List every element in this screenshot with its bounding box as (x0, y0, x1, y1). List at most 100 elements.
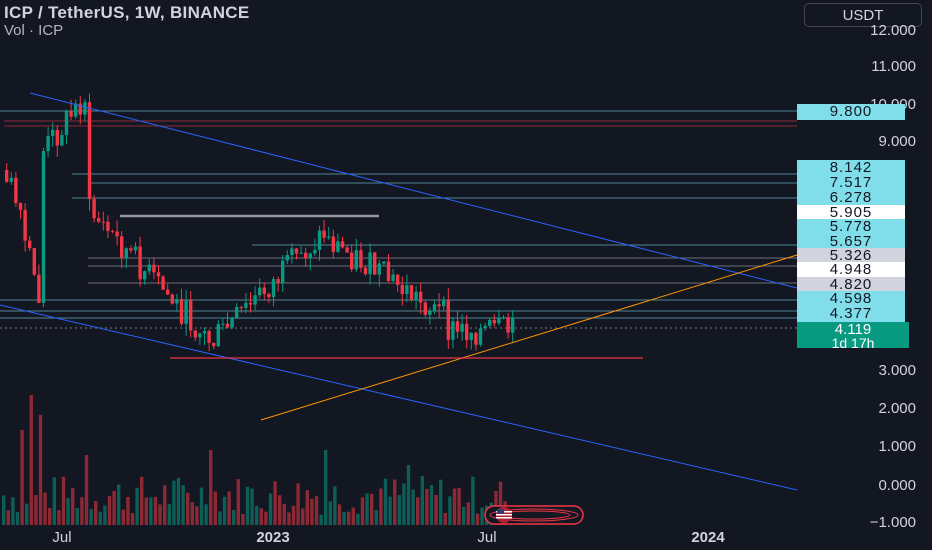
current-price-value: 4.119 (834, 321, 872, 338)
currency-button[interactable]: USDT (804, 3, 922, 27)
volume-bar (117, 484, 121, 525)
volume-bar (158, 504, 162, 525)
volume-bar (411, 489, 415, 525)
candle-body (423, 302, 427, 315)
candle-body (110, 230, 115, 232)
candle-body (18, 203, 23, 210)
candle-body (469, 332, 473, 341)
volume-bar (11, 497, 15, 525)
candle-body (419, 291, 423, 303)
candle-body (198, 333, 202, 338)
volume-bar (103, 505, 107, 525)
volume-bar (181, 485, 185, 525)
candle-body (368, 252, 372, 275)
volume-bar (25, 503, 29, 525)
candle-body (308, 253, 312, 259)
volume-bar (402, 483, 406, 525)
candle-body (115, 231, 119, 237)
volume-bar (310, 498, 314, 525)
volume-bar (34, 495, 38, 525)
volume-bar (342, 511, 346, 525)
candle-body (497, 318, 501, 324)
price-axis-label: 12.000 (870, 22, 916, 39)
volume-bar (245, 486, 250, 525)
volume-bar (29, 395, 33, 525)
candle-body (235, 306, 239, 318)
volume-bar (452, 488, 457, 525)
candle-body (492, 319, 496, 324)
volume-bar (278, 495, 282, 525)
level-tag: 7.517 (797, 175, 905, 191)
volume-bar (443, 512, 447, 525)
volume-bar (337, 504, 342, 525)
volume-bar (434, 494, 438, 525)
volume-bar (71, 488, 75, 525)
candle-body (207, 331, 211, 343)
candle-body (455, 321, 460, 332)
candle-body (506, 317, 510, 333)
candle-body (9, 177, 13, 182)
volume-bar (176, 477, 181, 525)
volume-bar (301, 508, 305, 525)
candle-body (46, 135, 50, 152)
candle-body (483, 325, 487, 329)
volume-bar (6, 510, 10, 525)
candle-body (189, 300, 193, 331)
volume-bar (112, 490, 116, 525)
time-axis-label: 2024 (691, 529, 725, 546)
volume-bar (52, 477, 56, 525)
volume-bar (43, 492, 47, 525)
volume-bar (213, 491, 217, 525)
price-axis-label: 9.000 (878, 133, 916, 150)
candle-body (511, 317, 515, 333)
volume-bar (374, 510, 378, 525)
volume-bar (48, 507, 52, 525)
volume-bar (383, 478, 388, 525)
volume-bar (393, 479, 397, 525)
chart-legend: ICP / TetherUS, 1W, BINANCE Vol · ICP (4, 3, 250, 39)
volume-indicator-label[interactable]: Vol · ICP (4, 22, 64, 39)
candle-body (377, 263, 381, 275)
volume-bar (84, 455, 89, 525)
candle-body (92, 198, 96, 219)
us-flag-icon[interactable] (484, 505, 584, 525)
candle-body (161, 276, 165, 290)
volume-bar (264, 511, 268, 525)
candle-body (340, 241, 345, 248)
support-trendline (260, 254, 798, 421)
volume-bar (190, 502, 194, 525)
candle-body (290, 248, 294, 256)
candle-body (363, 267, 368, 275)
candle-body (28, 240, 32, 249)
volume-bar (20, 430, 24, 525)
candle-body (69, 111, 73, 117)
candle-body (262, 287, 266, 294)
volume-bar (471, 476, 475, 525)
candle-body (129, 248, 133, 251)
candle-body (37, 274, 41, 303)
candle-body (396, 274, 400, 285)
price-axis-label: 2.000 (878, 400, 916, 417)
candle-body (5, 170, 9, 182)
volume-bar (186, 492, 190, 525)
volume-bar (195, 506, 199, 525)
candle-body (271, 279, 276, 297)
candle-body (442, 300, 446, 307)
volume-bar (448, 496, 452, 525)
candle-body (74, 103, 78, 117)
candle-body (373, 252, 377, 275)
price-axis-label: 1.000 (878, 438, 916, 455)
candle-body (120, 236, 124, 258)
candle-body (313, 249, 317, 254)
volume-bar (324, 450, 328, 525)
candle-body (299, 252, 303, 254)
symbol-title[interactable]: ICP / TetherUS, 1W, BINANCE (4, 3, 250, 22)
volume-bar (222, 496, 227, 525)
volume-bar (360, 497, 365, 525)
volume-bar (15, 511, 20, 525)
volume-bar (328, 501, 332, 525)
candle-body (350, 252, 354, 270)
candle-body (101, 221, 105, 223)
